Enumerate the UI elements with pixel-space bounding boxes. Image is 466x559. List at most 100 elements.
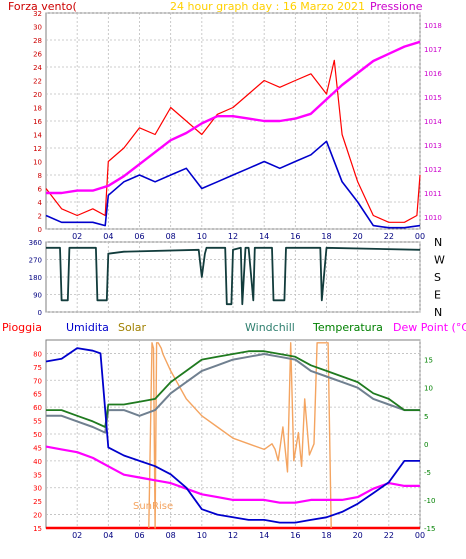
y-tick-label-15: 15: [424, 357, 433, 365]
wind-direction-line: [46, 246, 421, 306]
humidity-tick-labels: 15 20 25 30 35 40 45 50 55 60 65 70 75 80: [33, 350, 42, 533]
y-tick-label-32: 32: [33, 10, 42, 18]
y-tick-label-20: 20: [33, 512, 42, 520]
y-tick-label-1011: 1011: [424, 190, 442, 198]
pressure-axis-label: Pressione: [370, 0, 423, 13]
x-tick-label-06: 06: [134, 232, 144, 241]
y-tick-label-1017: 1017: [424, 46, 442, 54]
legend-temperatura: Temperatura: [312, 321, 383, 334]
y-tick-label-2: 2: [38, 213, 42, 221]
y-tick-label-10: -10: [424, 497, 435, 505]
y-tick-label-26: 26: [33, 51, 42, 59]
y-tick-label-55: 55: [33, 418, 42, 426]
compass-label-e-3: E: [434, 289, 441, 302]
y-tick-label-70: 70: [33, 377, 42, 385]
compass-label-s-2: S: [434, 271, 441, 284]
x-tick-label-04: 04: [103, 531, 113, 540]
legend-solar: Solar: [118, 321, 147, 334]
temperature-humidity-panel: 15 20 25 30 35 40 45 50 55 60 65 70 75 80 -15 -10 -5 0 5 1…: [2, 321, 466, 540]
x-tick-label-12: 12: [228, 531, 238, 540]
legend-umidita: Umidita: [66, 321, 109, 334]
humidity-line: [45, 347, 420, 524]
wind-pressure-series: [45, 40, 421, 229]
y-tick-label-60: 60: [33, 404, 42, 412]
y-tick-label-75: 75: [33, 364, 42, 372]
y-tick-label-30: 30: [33, 485, 42, 493]
x-tick-label-06: 06: [134, 531, 144, 540]
x-tick-label-10: 10: [197, 232, 207, 241]
x-tick-label-22: 22: [384, 232, 394, 241]
y-tick-label-14: 14: [33, 132, 42, 140]
y-tick-label-1013: 1013: [424, 142, 442, 150]
y-tick-label-360: 360: [29, 239, 42, 247]
legend-windchill: Windchill: [245, 321, 295, 334]
solar-line: [148, 342, 332, 529]
x-tick-label-08: 08: [166, 232, 176, 241]
y-tick-label-65: 65: [33, 391, 42, 399]
x-tick-label-10: 10: [197, 531, 207, 540]
y-tick-label-25: 25: [33, 498, 42, 506]
x-tick-label-14: 14: [259, 531, 269, 540]
y-tick-label-180: 180: [29, 274, 42, 282]
x-tick-label-14: 14: [259, 232, 269, 241]
temperature-tick-labels: -15 -10 -5 0 5 10 15: [424, 357, 435, 533]
pressure-line: [46, 40, 421, 195]
y-tick-label-0: 0: [38, 226, 42, 234]
y-tick-label-10: 10: [424, 385, 433, 393]
x-tick-label-02: 02: [72, 531, 82, 540]
y-tick-label-5: 5: [424, 413, 428, 421]
y-tick-label-35: 35: [33, 471, 42, 479]
temperature-humidity-grid: [46, 340, 421, 528]
x-tick-label-00: 00: [415, 232, 425, 241]
y-tick-label-1015: 1015: [424, 94, 442, 102]
x-tick-label-12: 12: [228, 232, 238, 241]
wind-direction-degree-labels: 0 90 180 270 360: [29, 239, 42, 317]
y-tick-label-8: 8: [38, 172, 42, 180]
x-tick-label-16: 16: [290, 531, 300, 540]
temperature-humidity-x-tick-labels: 02 04 06 08 10 12 14 16 18 20 22 00: [72, 531, 425, 540]
pressure-tick-labels: 1010 1011 1012 1013 1014 1015 1016 1017 1018: [424, 22, 442, 222]
y-tick-label-1012: 1012: [424, 166, 442, 174]
x-tick-label-16: 16: [290, 232, 300, 241]
x-tick-label-18: 18: [321, 531, 331, 540]
y-tick-label-80: 80: [33, 350, 42, 358]
x-tick-label-20: 20: [353, 232, 363, 241]
y-tick-label-0: 0: [38, 309, 42, 317]
y-tick-label-22: 22: [33, 78, 42, 86]
y-tick-label-1016: 1016: [424, 70, 442, 78]
temperature-humidity-series: [45, 342, 420, 530]
legend-pioggia: Pioggia: [2, 321, 42, 334]
y-tick-label-1018: 1018: [424, 22, 442, 30]
x-tick-label-08: 08: [166, 531, 176, 540]
y-tick-label-24: 24: [33, 64, 42, 72]
x-tick-label-18: 18: [321, 232, 331, 241]
x-tick-label-20: 20: [353, 531, 363, 540]
y-tick-label-28: 28: [33, 37, 42, 45]
y-tick-label-40: 40: [33, 458, 42, 466]
y-tick-label-0: 0: [424, 441, 428, 449]
y-tick-label-270: 270: [29, 257, 42, 265]
chart-title: 24 hour graph day : 16 Marzo 2021: [170, 0, 365, 13]
wind-pressure-x-tick-labels: 02 04 06 08 10 12 14 16 18 20 22 00: [72, 232, 425, 241]
x-tick-label-00: 00: [415, 531, 425, 540]
x-tick-label-04: 04: [103, 232, 113, 241]
average-wind-line: [45, 140, 421, 229]
wind-pressure-grid: [46, 12, 421, 230]
y-tick-label-90: 90: [33, 292, 42, 300]
compass-label-w-1: W: [434, 254, 445, 267]
y-tick-label-6: 6: [38, 186, 43, 194]
y-tick-label-15: -15: [424, 525, 435, 533]
y-tick-label-16: 16: [33, 118, 42, 126]
wind-axis-label: Forza vento(: [8, 0, 77, 13]
wind-speed-line: [45, 59, 421, 223]
y-tick-label-18: 18: [33, 105, 42, 113]
compass-label-n-0: N: [434, 236, 442, 249]
y-tick-label-4: 4: [38, 199, 43, 207]
x-tick-label-22: 22: [384, 531, 394, 540]
legend-dew-point: Dew Point (°C): [393, 321, 466, 334]
